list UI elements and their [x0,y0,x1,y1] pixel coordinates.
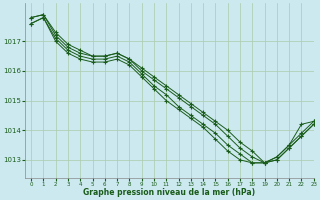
X-axis label: Graphe pression niveau de la mer (hPa): Graphe pression niveau de la mer (hPa) [83,188,255,197]
